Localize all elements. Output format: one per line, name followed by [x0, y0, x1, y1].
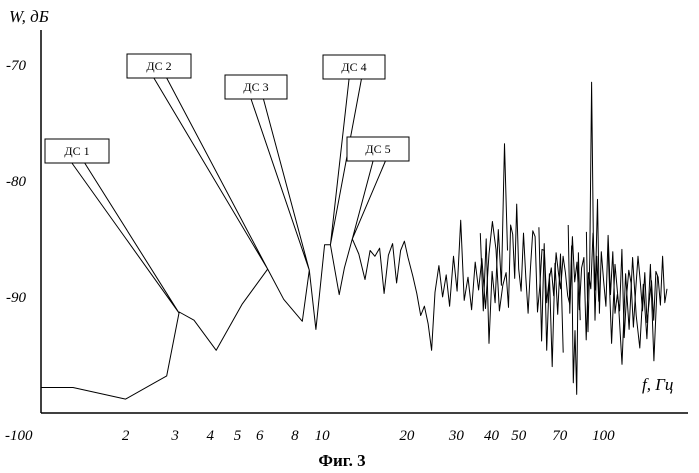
x-tick-label: 50	[511, 428, 527, 444]
y-tick-label: -90	[6, 290, 26, 306]
x-axis-title: f, Гц	[642, 375, 673, 394]
spectrum-spike-segment	[539, 227, 563, 366]
y-axis-title: W, дБ	[9, 7, 49, 26]
callout-leader	[72, 163, 179, 313]
x-tick-label: 6	[256, 428, 264, 444]
callout-leader	[251, 99, 309, 270]
figure-caption: Фиг. 3	[318, 451, 365, 470]
x-tick-label: 100	[592, 428, 615, 444]
callout-leader	[330, 79, 361, 245]
x-tick-label: 10	[315, 428, 331, 444]
axes	[41, 30, 688, 413]
callout-label: ДС 5	[365, 142, 390, 156]
x-tick-label: 70	[552, 428, 568, 444]
x-tick-label: 2	[122, 428, 130, 444]
callout-label: ДС 1	[64, 144, 89, 158]
callout-leader	[154, 78, 268, 269]
x-tick-label: 5	[234, 428, 242, 444]
callout-label: ДС 4	[341, 60, 366, 74]
spectrum-spike-segment	[568, 225, 580, 394]
callout-3: ДС 3	[225, 75, 309, 270]
callout-leader	[352, 161, 385, 239]
callout-label: ДС 3	[243, 80, 268, 94]
callout-label: ДС 2	[146, 59, 171, 73]
callout-5: ДС 5	[347, 137, 409, 239]
y-tick-labels: -70 -80 -90 -100	[5, 58, 33, 444]
x-tick-labels: 2 3 4 56 8 10 20 30 40 50 70 100	[122, 428, 615, 444]
x-tick-label: 4	[207, 428, 215, 444]
x-tick-label: 20	[399, 428, 415, 444]
y-tick-label: -100	[5, 428, 33, 444]
y-tick-label: -70	[6, 58, 26, 74]
x-tick-label: 40	[484, 428, 500, 444]
callouts-group: ДС 1 ДС 2 ДС 3 ДС 4 ДС 5	[45, 54, 409, 313]
x-tick-label: 8	[291, 428, 299, 444]
y-tick-label: -80	[6, 174, 26, 190]
callout-1: ДС 1	[45, 139, 179, 313]
x-tick-label: 3	[170, 428, 179, 444]
spectrum-spike-segment	[480, 144, 507, 344]
series-group	[41, 82, 667, 399]
x-tick-label: 30	[448, 428, 465, 444]
